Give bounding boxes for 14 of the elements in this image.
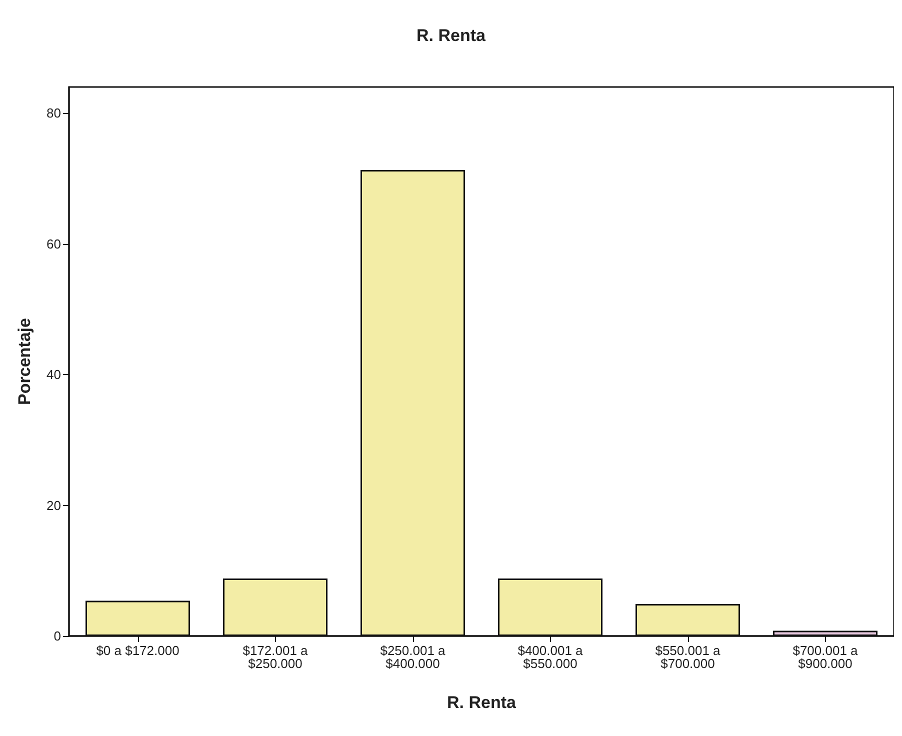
y-tick-label: 20	[46, 498, 61, 513]
x-axis-title: R. Renta	[447, 693, 517, 712]
y-tick-label: 80	[46, 106, 61, 121]
y-tick-label: 0	[54, 628, 61, 644]
x-tick-label: $550.001 a $700.000	[655, 643, 722, 671]
x-tick-label: $250.001 a $400.000	[380, 643, 446, 671]
y-tick-label: 40	[46, 367, 61, 382]
chart-title: R. Renta	[416, 26, 486, 45]
x-tick-label: $172.001 a $250.000	[242, 643, 309, 671]
x-tick-label: $700.001 a $900.000	[792, 643, 859, 671]
y-tick-label: 60	[46, 236, 61, 252]
y-axis-title: Porcentaje	[15, 318, 34, 405]
x-tick-label: $400.001 a $550.000	[518, 643, 584, 671]
x-tick-label: $0 a $172.000	[96, 643, 180, 658]
